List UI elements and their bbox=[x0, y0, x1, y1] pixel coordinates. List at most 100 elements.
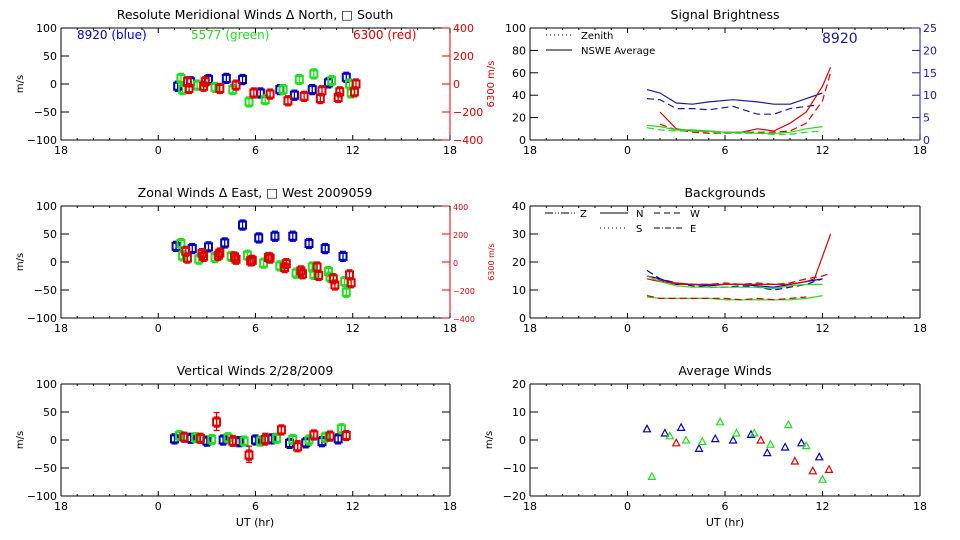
y-axis-label-right: 6300 m/s bbox=[486, 61, 497, 108]
annotation-5577: 5577 (green) bbox=[191, 28, 269, 42]
y-tick-label: 0 bbox=[50, 256, 57, 269]
x-tick-label: 18 bbox=[443, 500, 457, 513]
data-point-8920 bbox=[710, 433, 720, 443]
data-point-5577 bbox=[681, 435, 691, 444]
y-tick-label: 20 bbox=[512, 256, 526, 269]
data-point-6300 bbox=[265, 89, 275, 99]
legend-s-label: S bbox=[636, 224, 642, 235]
annotation-8920: 8920 (blue) bbox=[77, 28, 147, 42]
x-tick-label: 18 bbox=[443, 144, 457, 157]
y-tick-label: −10 bbox=[503, 462, 526, 475]
x-tick-label: 18 bbox=[523, 322, 537, 335]
y-tick-label: 0 bbox=[519, 312, 526, 325]
data-point-5577 bbox=[255, 436, 265, 446]
panel-title: Vertical Winds 2/28/2009 bbox=[177, 363, 334, 378]
panel-title: Resolute Meridional Winds Δ North, □ Sou… bbox=[117, 7, 394, 22]
data-point-6300 bbox=[298, 269, 308, 279]
y-tick-label-right: 0 bbox=[453, 78, 460, 91]
data-point-8920 bbox=[288, 231, 298, 241]
y-tick-label: −20 bbox=[503, 490, 526, 503]
data-point-6300 bbox=[184, 83, 194, 93]
data-point-6300 bbox=[215, 83, 225, 93]
series-line-6300-zenith bbox=[659, 72, 832, 134]
panel-title: Backgrounds bbox=[684, 185, 765, 200]
y-tick-label: 80 bbox=[512, 44, 526, 57]
data-point-6300 bbox=[200, 77, 210, 87]
data-point-6300 bbox=[215, 248, 225, 258]
data-point-5577 bbox=[288, 434, 298, 444]
y-tick-label: −50 bbox=[34, 284, 57, 297]
y-tick-label-right: 400 bbox=[453, 203, 468, 212]
x-tick-label: 18 bbox=[913, 144, 927, 157]
y-tick-label: 100 bbox=[36, 378, 57, 391]
y-tick-label: 60 bbox=[512, 67, 526, 80]
y-tick-label-right: 0 bbox=[453, 259, 458, 268]
data-point-5577 bbox=[278, 85, 288, 95]
data-point-6300 bbox=[199, 251, 209, 261]
legend-n-label: N bbox=[636, 209, 643, 220]
data-point-5577 bbox=[176, 239, 186, 249]
data-point-6300 bbox=[824, 464, 834, 473]
data-point-6300 bbox=[231, 80, 241, 90]
x-tick-label: 6 bbox=[722, 144, 729, 157]
zonal-winds-panel: Zonal Winds Δ East, □ West 2009059 18 0 6 1… bbox=[15, 185, 496, 335]
panel-title: Zonal Winds Δ East, □ West 2009059 bbox=[138, 185, 373, 200]
x-tick-label: 6 bbox=[252, 144, 259, 157]
data-point-5577 bbox=[731, 428, 741, 437]
data-point-8920 bbox=[780, 442, 790, 451]
data-point-5577 bbox=[327, 76, 337, 86]
data-point-6300 bbox=[346, 278, 356, 288]
legend-nswe-label: NSWE Average bbox=[581, 46, 655, 57]
data-point-5577 bbox=[244, 97, 254, 107]
series-line-6300-nswe-average bbox=[659, 66, 832, 133]
y-tick-label-right: 5 bbox=[923, 112, 930, 125]
data-point-8920 bbox=[320, 244, 330, 254]
y-tick-label-right: 0 bbox=[923, 134, 930, 147]
data-point-6300 bbox=[314, 270, 324, 280]
data-point-8920 bbox=[762, 447, 772, 457]
data-point-6300 bbox=[283, 96, 293, 106]
data-point-8920 bbox=[251, 435, 260, 445]
x-tick-label: 12 bbox=[816, 322, 830, 335]
data-point-5577 bbox=[174, 431, 184, 441]
x-tick-label: 0 bbox=[624, 144, 631, 157]
annotation-6300: 6300 (red) bbox=[353, 28, 416, 42]
data-point-6300 bbox=[790, 456, 800, 465]
y-axis-label: m/s bbox=[15, 75, 26, 93]
y-tick-label: 100 bbox=[505, 22, 526, 35]
x-tick-label: 12 bbox=[816, 500, 830, 513]
y-tick-label: 0 bbox=[50, 434, 57, 447]
data-point-8920 bbox=[333, 434, 343, 444]
data-point-6300 bbox=[341, 431, 351, 441]
signal-brightness-panel: Signal Brightness Zenith NSWE Average 89… bbox=[505, 7, 937, 157]
series-line-8920-dashed bbox=[646, 269, 823, 291]
y-tick-label: 40 bbox=[512, 89, 526, 102]
data-point-6300 bbox=[325, 431, 335, 441]
x-tick-label: 18 bbox=[443, 322, 457, 335]
y-tick-label: −100 bbox=[27, 490, 57, 503]
y-tick-label-right: 20 bbox=[923, 44, 937, 57]
data-point-6300 bbox=[756, 435, 766, 444]
data-point-8920 bbox=[221, 73, 231, 83]
y-tick-label: −50 bbox=[34, 106, 57, 119]
x-tick-label: 18 bbox=[54, 322, 68, 335]
data-point-6300 bbox=[351, 79, 361, 89]
y-tick-label: 20 bbox=[512, 378, 526, 391]
series-line-5577-zenith bbox=[646, 127, 823, 135]
data-point-6300 bbox=[249, 88, 259, 98]
x-tick-label: 0 bbox=[624, 322, 631, 335]
series-line-8920-zenith bbox=[646, 98, 815, 115]
x-tick-label: 0 bbox=[155, 322, 162, 335]
series-line-6300-lower bbox=[646, 295, 807, 301]
x-tick-label: 12 bbox=[816, 144, 830, 157]
panel-title: Signal Brightness bbox=[671, 7, 780, 22]
y-tick-label: −100 bbox=[27, 134, 57, 147]
x-tick-label: 6 bbox=[252, 500, 259, 513]
x-tick-label: 6 bbox=[722, 322, 729, 335]
y-tick-label: 20 bbox=[512, 112, 526, 125]
y-tick-label-right: −200 bbox=[453, 106, 483, 119]
x-tick-label: 12 bbox=[346, 322, 360, 335]
data-point-8920 bbox=[728, 435, 738, 444]
panel-title: Average Winds bbox=[678, 363, 771, 378]
